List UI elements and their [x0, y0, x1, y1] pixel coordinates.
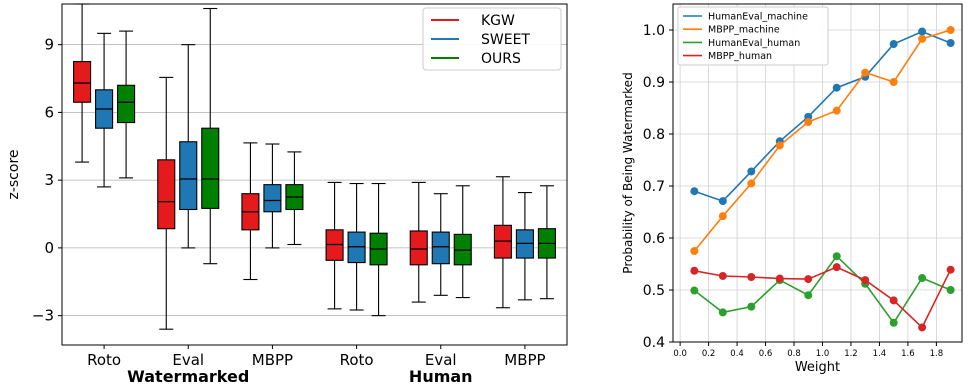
- data-point: [804, 118, 813, 127]
- y-tick-label: 1.0: [643, 23, 665, 39]
- data-point: [918, 323, 927, 332]
- box: [201, 127, 220, 209]
- data-point: [690, 187, 699, 196]
- y-tick-label: 0.9: [643, 75, 665, 91]
- box: [263, 184, 282, 213]
- x-axis-label: Weight: [795, 360, 840, 375]
- box: [73, 61, 92, 103]
- box: [431, 231, 450, 265]
- legend-box: [422, 7, 562, 71]
- y-tick-label: 0: [44, 239, 54, 257]
- y-tick-label: 0.5: [643, 283, 665, 299]
- box: [157, 159, 176, 230]
- data-point: [946, 286, 955, 294]
- group-label: Watermarked: [127, 367, 249, 385]
- data-point: [918, 274, 927, 283]
- data-point: [690, 286, 699, 295]
- x-tick-label: MBPP: [252, 351, 293, 369]
- plot-frame: [61, 3, 568, 346]
- legend-label: MBPP_machine: [708, 25, 780, 36]
- y-axis-label: z-score: [6, 149, 22, 199]
- data-point: [690, 247, 699, 255]
- data-point: [775, 141, 784, 150]
- x-tick-label: Roto: [87, 351, 121, 369]
- data-point: [861, 68, 870, 77]
- data-point: [918, 27, 927, 36]
- series-line: [693, 29, 951, 252]
- x-tick-label: 1.2: [844, 349, 858, 359]
- y-tick-label: 0.7: [643, 179, 665, 195]
- data-point: [804, 291, 813, 300]
- legend-box: [677, 6, 829, 66]
- data-point: [718, 212, 727, 221]
- y-tick-label: 0.6: [643, 231, 665, 247]
- data-point: [889, 296, 898, 305]
- legend-label: HumanEval_machine: [708, 12, 808, 23]
- y-tick-label: 9: [44, 36, 54, 54]
- legend-label: KGW: [481, 13, 515, 29]
- y-tick-label: 0.8: [643, 127, 665, 143]
- x-tick-label: 0.0: [673, 349, 687, 359]
- data-point: [832, 106, 841, 115]
- x-tick-label: Eval: [172, 351, 204, 369]
- x-tick-label: 1.6: [901, 349, 915, 359]
- data-point: [861, 276, 870, 285]
- data-point: [718, 308, 727, 317]
- data-point: [946, 39, 955, 47]
- y-tick-label: 0.4: [643, 335, 665, 351]
- legend-label: MBPP_human: [708, 51, 772, 62]
- data-point: [832, 252, 841, 261]
- y-axis-label: Probability of Being Watermarked: [621, 72, 635, 273]
- y-tick-label: 6: [44, 103, 54, 121]
- x-tick-label: 1.0: [816, 349, 830, 359]
- legend-label: HumanEval_human: [708, 38, 800, 49]
- box: [409, 230, 428, 266]
- legend-label: SWEET: [481, 32, 530, 48]
- data-point: [889, 40, 898, 49]
- data-point: [718, 197, 727, 206]
- data-point: [946, 265, 955, 274]
- y-tick-label: 3: [44, 171, 54, 189]
- line-chart: 0.0 0.2 0.4 0.6 0.8 1.0 1.2 1.4 1.6 1.8 0.4 0.5 0.6 0…: [621, 3, 963, 375]
- data-point: [747, 273, 756, 281]
- plot-frame: [672, 3, 963, 343]
- data-point: [747, 167, 756, 176]
- x-tick-label: Roto: [340, 351, 374, 369]
- x-tick-label: Eval: [425, 351, 457, 369]
- data-point: [804, 275, 813, 284]
- group-label: Human: [409, 367, 473, 385]
- x-tick-label: MBPP: [504, 351, 545, 369]
- x-tick-label: 0.8: [787, 349, 801, 359]
- box: [179, 141, 198, 211]
- data-point: [775, 274, 784, 283]
- x-tick-label: 1.4: [873, 349, 887, 359]
- data-point: [918, 34, 927, 43]
- x-tick-label: 0.2: [702, 349, 716, 359]
- data-point: [832, 263, 841, 272]
- data-point: [747, 179, 756, 188]
- series-line: [693, 254, 951, 325]
- data-point: [718, 271, 727, 280]
- data-point: [690, 266, 699, 275]
- data-point: [889, 318, 898, 327]
- data-point: [747, 302, 756, 311]
- legend-label: OURS: [481, 51, 521, 67]
- series-line: [694, 266, 952, 329]
- data-point: [946, 26, 955, 34]
- y-tick-label: −3: [32, 307, 54, 325]
- data-point: [889, 78, 898, 86]
- box: [117, 84, 136, 124]
- data-point: [832, 83, 841, 92]
- series-line: [694, 30, 951, 203]
- x-tick-label: 0.4: [730, 349, 744, 359]
- x-tick-label: 0.6: [759, 349, 773, 359]
- x-tick-label: 1.8: [930, 349, 944, 359]
